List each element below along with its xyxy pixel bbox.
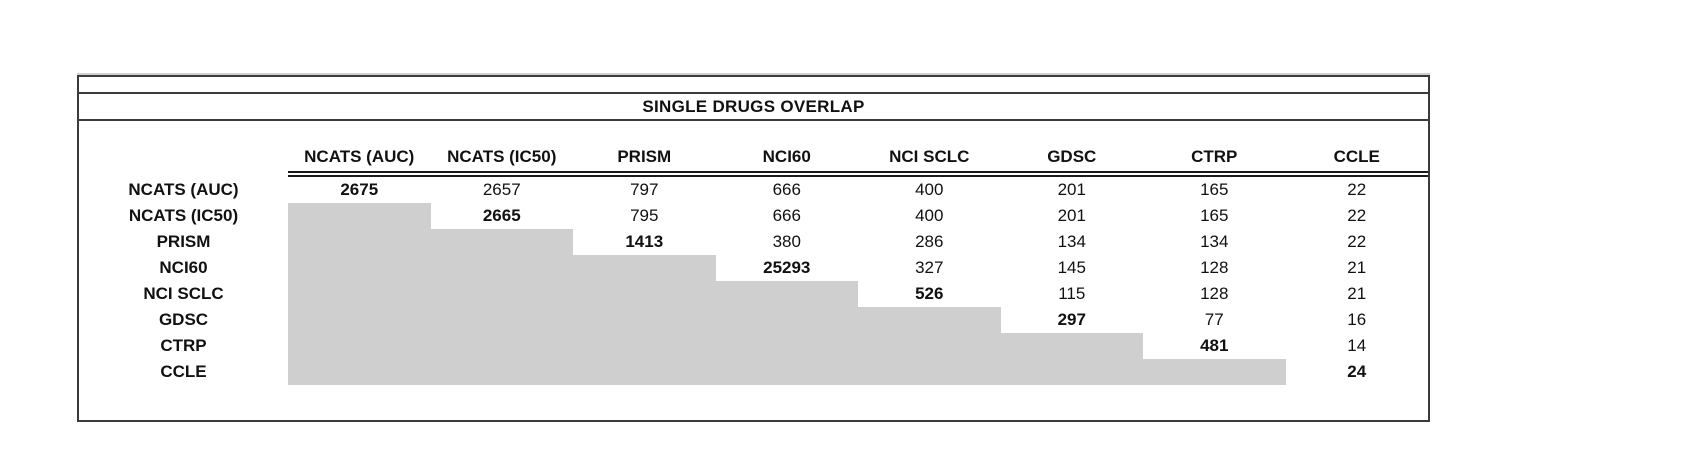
matrix-cell-shaded <box>430 359 573 385</box>
row-header: GDSC <box>158 310 209 329</box>
matrix-cell-shaded <box>288 203 431 229</box>
matrix-cell: 128 <box>1200 258 1229 277</box>
row-header: NCATS (AUC) <box>128 180 239 199</box>
column-header: NCI SCLC <box>889 147 970 166</box>
matrix-cell-diagonal: 1413 <box>625 232 664 251</box>
matrix-cell: 165 <box>1200 180 1229 199</box>
matrix-cell: 165 <box>1200 206 1229 225</box>
matrix-cell-shaded <box>288 359 431 385</box>
matrix-corner-cell <box>79 145 288 171</box>
column-header: NCATS (IC50) <box>447 147 557 166</box>
matrix-cell: 16 <box>1347 310 1367 329</box>
matrix-cell-shaded <box>430 229 573 255</box>
matrix-cell-shaded <box>288 255 431 281</box>
matrix-cell-shaded <box>1000 333 1143 359</box>
matrix-cell: 22 <box>1347 232 1367 251</box>
matrix-cell-shaded <box>573 281 716 307</box>
matrix-cell-shaded <box>573 359 716 385</box>
matrix-cell-shaded <box>573 307 716 333</box>
matrix-cell: 666 <box>772 180 801 199</box>
matrix-cell: 380 <box>772 232 801 251</box>
matrix-cell-shaded <box>858 359 1001 385</box>
matrix-cell-diagonal: 526 <box>915 284 944 303</box>
single-drugs-overlap-table: SINGLE DRUGS OVERLAP NCATS (AUC) NCATS (I… <box>77 75 1430 422</box>
matrix-cell-shaded <box>430 333 573 359</box>
column-header: CCLE <box>1333 147 1380 166</box>
matrix-cell-shaded <box>573 255 716 281</box>
row-header: CCLE <box>160 362 207 381</box>
matrix-cell: 286 <box>915 232 944 251</box>
matrix-cell-diagonal: 2675 <box>340 180 379 199</box>
matrix-cell: 201 <box>1057 180 1086 199</box>
overlap-matrix: NCATS (AUC) NCATS (IC50) PRISM NCI60 NCI SCL… <box>79 145 1428 385</box>
matrix-cell: 21 <box>1347 258 1367 277</box>
matrix-cell-diagonal: 24 <box>1347 362 1367 381</box>
matrix-cell: 400 <box>915 206 944 225</box>
matrix-cell-shaded <box>858 333 1001 359</box>
matrix-cell-shaded <box>430 281 573 307</box>
matrix-cell: 21 <box>1347 284 1367 303</box>
matrix-cell-shaded <box>288 229 431 255</box>
table-body: NCATS (AUC) NCATS (IC50) PRISM NCI60 NCI SCL… <box>79 121 1428 385</box>
matrix-cell: 327 <box>915 258 944 277</box>
matrix-cell-shaded <box>1143 359 1286 385</box>
matrix-cell: 666 <box>772 206 801 225</box>
matrix-cell: 797 <box>630 180 659 199</box>
header-double-rule <box>288 171 1428 177</box>
matrix-cell: 22 <box>1347 206 1367 225</box>
matrix-cell-shaded <box>715 281 858 307</box>
matrix-cell-shaded <box>288 333 431 359</box>
matrix-cell: 2657 <box>482 180 521 199</box>
matrix-cell: 134 <box>1057 232 1086 251</box>
matrix-cell-shaded <box>715 359 858 385</box>
row-header: NCI60 <box>159 258 208 277</box>
matrix-cell-shaded <box>288 281 431 307</box>
matrix-cell-diagonal: 297 <box>1057 310 1086 329</box>
matrix-cell: 400 <box>915 180 944 199</box>
matrix-cell: 145 <box>1057 258 1086 277</box>
matrix-cell: 128 <box>1200 284 1229 303</box>
matrix-cell: 14 <box>1347 336 1367 355</box>
matrix-cell: 795 <box>630 206 659 225</box>
row-header: NCI SCLC <box>143 284 224 303</box>
table-title-bar: SINGLE DRUGS OVERLAP <box>79 94 1428 121</box>
matrix-cell-shaded <box>1000 359 1143 385</box>
column-header: CTRP <box>1191 147 1238 166</box>
matrix-cell-shaded <box>288 307 431 333</box>
row-header: NCATS (IC50) <box>128 206 239 225</box>
table-top-strip <box>79 77 1428 94</box>
matrix-cell-diagonal: 2665 <box>482 206 521 225</box>
matrix-cell-shaded <box>430 307 573 333</box>
matrix-cell: 77 <box>1204 310 1224 329</box>
row-header: CTRP <box>160 336 207 355</box>
matrix-cell-shaded <box>430 255 573 281</box>
matrix-cell-shaded <box>715 333 858 359</box>
matrix-cell-diagonal: 25293 <box>763 258 811 277</box>
row-header: PRISM <box>156 232 211 251</box>
table-title: SINGLE DRUGS OVERLAP <box>642 96 865 116</box>
matrix-cell-shaded <box>858 307 1001 333</box>
column-header: PRISM <box>617 147 672 166</box>
matrix-cell: 201 <box>1057 206 1086 225</box>
column-header: NCI60 <box>762 147 811 166</box>
matrix-cell-shaded <box>715 307 858 333</box>
matrix-cell: 134 <box>1200 232 1229 251</box>
matrix-cell-shaded <box>573 333 716 359</box>
matrix-cell: 22 <box>1347 180 1367 199</box>
column-header: GDSC <box>1047 147 1097 166</box>
column-header: NCATS (AUC) <box>304 147 415 166</box>
matrix-cell-diagonal: 481 <box>1200 336 1229 355</box>
matrix-cell: 115 <box>1058 284 1086 303</box>
